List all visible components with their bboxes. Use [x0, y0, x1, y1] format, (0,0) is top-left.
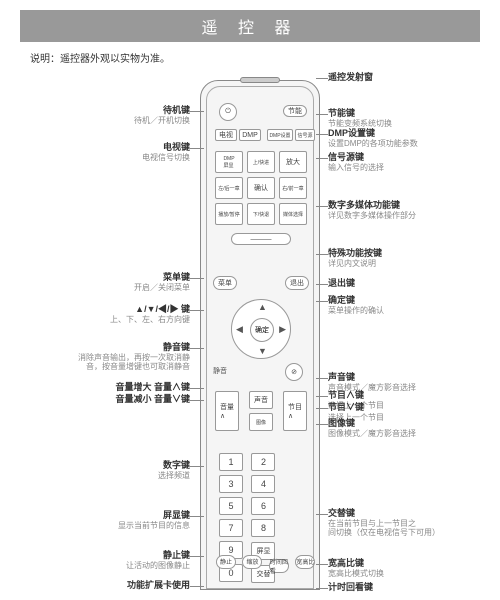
digit-3[interactable]: 3 [219, 475, 243, 493]
label-left: 屏显键显示当前节目的信息 [10, 510, 190, 530]
leader-line [316, 378, 328, 379]
label-left: 静止键让活动的图像静止 [10, 550, 190, 570]
leader-line [316, 588, 328, 589]
leader-line [316, 114, 328, 115]
leader-line [316, 158, 328, 159]
leader-line [190, 400, 204, 401]
label-right: 遥控发射窗 [328, 72, 498, 83]
digit-6[interactable]: 6 [251, 497, 275, 515]
grid-r2c3[interactable]: 右/前一章 [279, 177, 307, 199]
exit-button[interactable]: 退出 [285, 276, 309, 290]
leader-line [190, 466, 204, 467]
bottom-row: 静止 缩放 时间回看 宽高比 [215, 551, 316, 574]
aspect-button[interactable]: 宽高比 [295, 555, 315, 569]
mute-button[interactable]: ⊘ [285, 363, 303, 381]
leader-line [190, 556, 204, 557]
energy-button[interactable]: 节能 [283, 105, 307, 117]
label-left: 静音键消除声音输出，再按一次取消静音，按音量增键也可取消静音 [10, 342, 190, 372]
ok-button[interactable]: 确定 [250, 318, 274, 342]
leader-line [316, 78, 328, 79]
timeshift-button[interactable]: 时间回看 [269, 559, 289, 573]
label-left: ▲/▼/◀/▶ 键上、下、左、右方向键 [10, 304, 190, 324]
leader-line [316, 514, 328, 515]
label-left: 音量减小 音量∨键 [10, 394, 190, 405]
leader-line [316, 206, 328, 207]
label-right: 宽高比键宽高比模式切换 [328, 558, 498, 578]
label-right: DMP设置键设置DMP的各项功能参数 [328, 128, 498, 148]
grid-r3c2[interactable]: 下/快退 [247, 203, 275, 225]
freeze-button[interactable]: 静止 [216, 555, 236, 569]
remote-body: ⏻ 节能 电视 DMP DMP设置 信号源 DMP 屏显 上/快进 放大 左/后… [200, 80, 320, 590]
grid-r1c2[interactable]: 上/快进 [247, 151, 275, 173]
up-arrow-icon[interactable]: ▲ [258, 302, 267, 312]
grid-r1c3[interactable]: 放大 [279, 151, 307, 173]
ir-window [240, 77, 280, 83]
leader-line [190, 348, 204, 349]
image-button[interactable]: 图像 [249, 413, 273, 431]
tv-button[interactable]: 电视 [215, 129, 237, 141]
grid-r3c1[interactable]: 播放/暂停 [215, 203, 243, 225]
label-left: 待机键待机／开机切换 [10, 105, 190, 125]
grid-r3c3[interactable]: 媒体选择 [279, 203, 307, 225]
leader-line [316, 396, 328, 397]
label-right: 节能键节能变频系统切换 [328, 108, 498, 128]
leader-line [190, 516, 204, 517]
note-text: 说明：遥控器外观以实物为准。 [30, 50, 500, 65]
label-right: 信号源键输入信号的选择 [328, 152, 498, 172]
label-left: 数字键选择频道 [10, 460, 190, 480]
page-title: 遥 控 器 [20, 10, 480, 42]
right-arrow-icon[interactable]: ▶ [279, 324, 286, 335]
label-left: 音量增大 音量∧键 [10, 382, 190, 393]
leader-line [190, 148, 204, 149]
leader-line [316, 424, 328, 425]
leader-line [316, 301, 328, 302]
dpad[interactable]: 确定 ▲ ▼ ◀ ▶ [231, 299, 291, 359]
vol-up-button[interactable]: 音量 ∧ [215, 391, 239, 431]
leader-line [316, 564, 328, 565]
grid-r1c1[interactable]: DMP 屏显 [215, 151, 243, 173]
mute-label: 静音 [213, 366, 227, 376]
ch-up-button[interactable]: 节目 ∧ [283, 391, 307, 431]
leader-line [316, 284, 328, 285]
label-right: 退出键 [328, 278, 498, 289]
label-right: 交替键在当前节目与上一节目之间切换（仅在电视信号下可用） [328, 508, 498, 538]
power-button[interactable]: ⏻ [219, 103, 237, 121]
leader-line [316, 254, 328, 255]
down-arrow-icon[interactable]: ▼ [258, 346, 267, 356]
grid-r2c1[interactable]: 左/后一章 [215, 177, 243, 199]
source-button[interactable]: 信号源 [295, 129, 315, 141]
label-right: 数字多媒体功能键详见数字多媒体操作部分 [328, 200, 498, 220]
special-button[interactable]: ——— [231, 233, 291, 245]
leader-line [190, 310, 204, 311]
label-left: 功能扩展卡使用 [10, 580, 190, 591]
label-right: 特殊功能按键详见内文说明 [328, 248, 498, 268]
leader-line [316, 134, 328, 135]
leader-line [190, 586, 204, 587]
label-left: 电视键电视信号切换 [10, 142, 190, 162]
digit-7[interactable]: 7 [219, 519, 243, 537]
zoom-button[interactable]: 缩放 [242, 555, 262, 569]
leader-line [190, 278, 204, 279]
menu-button[interactable]: 菜单 [213, 276, 237, 290]
digit-1[interactable]: 1 [219, 453, 243, 471]
grid-r2c2[interactable]: 确认 [247, 177, 275, 199]
digit-4[interactable]: 4 [251, 475, 275, 493]
left-arrow-icon[interactable]: ◀ [236, 324, 243, 335]
label-right: 计时回看键 [328, 582, 498, 593]
digit-2[interactable]: 2 [251, 453, 275, 471]
dmp-button[interactable]: DMP [239, 129, 261, 141]
sound-button[interactable]: 声音 [249, 391, 273, 409]
label-right: 图像键图像模式／魔方影音选择 [328, 418, 498, 438]
label-left: 菜单键开启／关闭菜单 [10, 272, 190, 292]
leader-line [316, 408, 328, 409]
leader-line [190, 111, 204, 112]
digit-8[interactable]: 8 [251, 519, 275, 537]
label-right: 确定键菜单操作的确认 [328, 295, 498, 315]
dmp-set-button[interactable]: DMP设置 [267, 129, 293, 141]
leader-line [190, 388, 204, 389]
digit-5[interactable]: 5 [219, 497, 243, 515]
